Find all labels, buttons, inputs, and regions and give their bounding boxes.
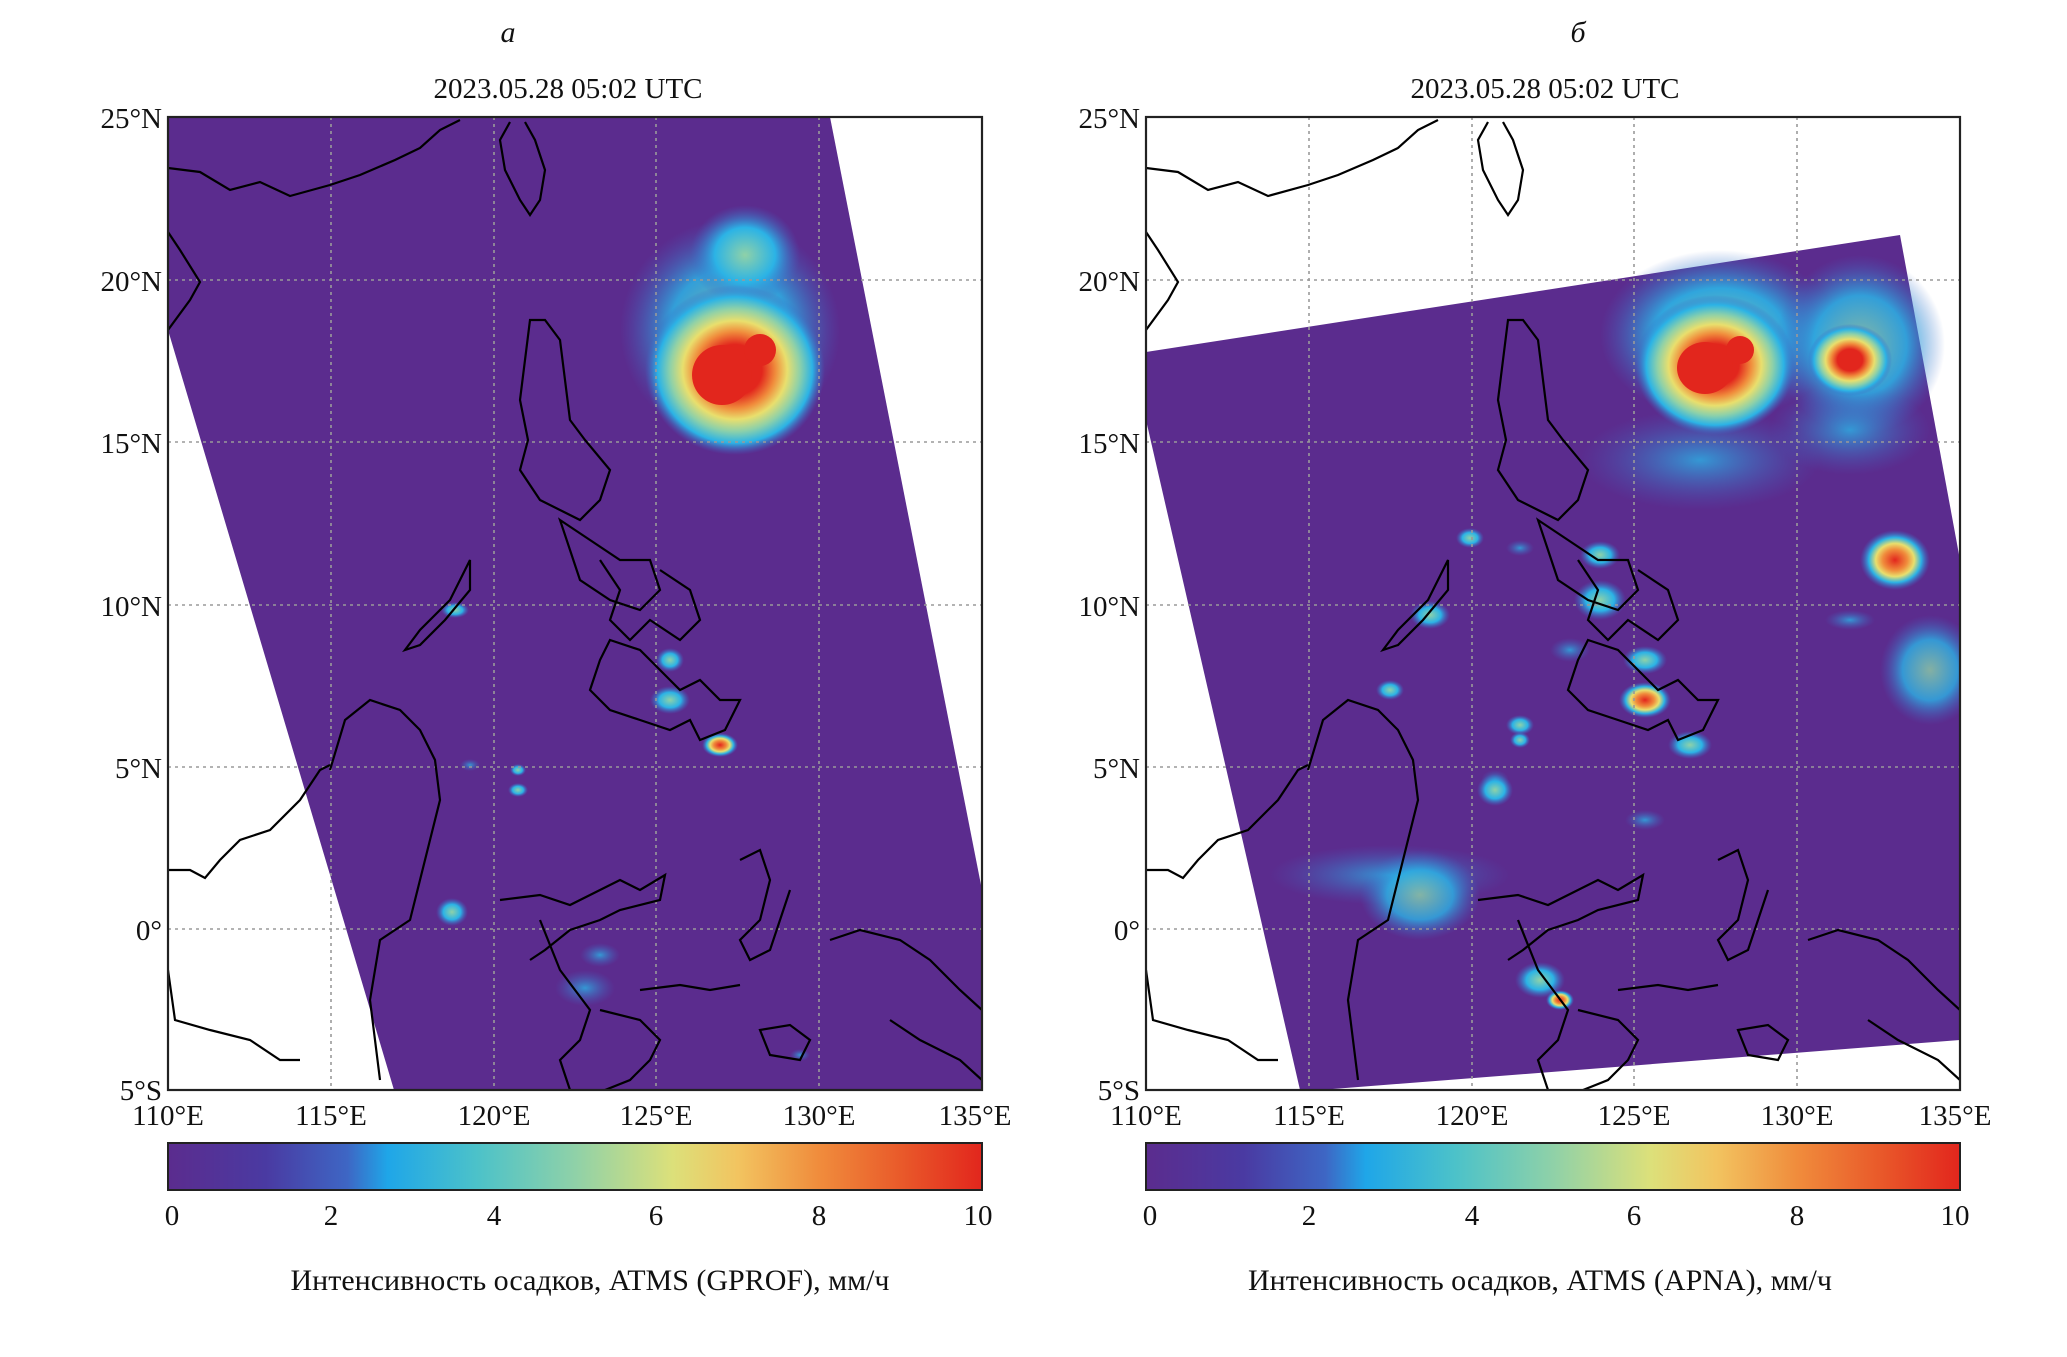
panel-b-colorbar xyxy=(1145,1142,1961,1191)
panel-b-lon-labels: 110°E 115°E 120°E 125°E 130°E 135°E xyxy=(1110,1100,1991,1132)
svg-text:25°N: 25°N xyxy=(100,103,162,135)
svg-text:5°S: 5°S xyxy=(120,1075,162,1107)
svg-text:10°N: 10°N xyxy=(1078,591,1140,623)
svg-text:25°N: 25°N xyxy=(1078,103,1140,135)
svg-text:115°E: 115°E xyxy=(295,1100,367,1132)
panel-b: б 2023.05.28 05:02 UTC xyxy=(1078,16,1991,1297)
svg-text:0°: 0° xyxy=(1114,915,1140,947)
svg-text:4: 4 xyxy=(1465,1200,1480,1232)
panel-b-colorbar-label: Интенсивность осадков, ATMS (APNA), мм/ч xyxy=(1248,1264,1832,1297)
svg-text:20°N: 20°N xyxy=(100,266,162,298)
svg-text:5°N: 5°N xyxy=(1093,753,1140,785)
panel-b-colorbar-ticks: 0 2 4 6 8 10 xyxy=(1143,1200,1970,1232)
panel-a-lat-labels: 25°N 20°N 15°N 10°N 5°N 0° 5°S xyxy=(100,103,162,1107)
panel-a-colorbar xyxy=(167,1142,983,1191)
svg-text:125°E: 125°E xyxy=(620,1100,693,1132)
svg-text:135°E: 135°E xyxy=(1919,1100,1992,1132)
panel-a-colorbar-label: Интенсивность осадков, ATMS (GPROF), мм/… xyxy=(291,1264,890,1297)
svg-text:115°E: 115°E xyxy=(1273,1100,1345,1132)
svg-text:0: 0 xyxy=(1143,1200,1158,1232)
svg-text:130°E: 130°E xyxy=(783,1100,856,1132)
panel-b-lat-labels: 25°N 20°N 15°N 10°N 5°N 0° 5°S xyxy=(1078,103,1140,1107)
svg-text:120°E: 120°E xyxy=(458,1100,531,1132)
panel-b-coastlines xyxy=(1146,119,1960,1090)
svg-text:10°N: 10°N xyxy=(100,591,162,623)
svg-text:120°E: 120°E xyxy=(1436,1100,1509,1132)
panel-a-title: 2023.05.28 05:02 UTC xyxy=(433,73,702,105)
svg-text:5°S: 5°S xyxy=(1098,1075,1140,1107)
panel-b-title: 2023.05.28 05:02 UTC xyxy=(1410,73,1679,105)
svg-text:15°N: 15°N xyxy=(100,428,162,460)
svg-text:130°E: 130°E xyxy=(1761,1100,1834,1132)
panel-b-grid xyxy=(1146,117,1960,1090)
svg-text:10: 10 xyxy=(964,1200,993,1232)
svg-text:20°N: 20°N xyxy=(1078,266,1140,298)
svg-text:10: 10 xyxy=(1941,1200,1970,1232)
svg-text:6: 6 xyxy=(1627,1200,1642,1232)
svg-text:135°E: 135°E xyxy=(939,1100,1012,1132)
panel-a-frame xyxy=(166,115,984,1092)
panel-a-lon-labels: 110°E 115°E 120°E 125°E 130°E 135°E xyxy=(132,1100,1011,1132)
panel-a: а 2023.05.28 05:02 UTC xyxy=(100,16,1011,1297)
panel-a-map xyxy=(168,117,982,1090)
panel-b-letter: б xyxy=(1570,16,1586,49)
svg-text:8: 8 xyxy=(812,1200,827,1232)
svg-text:5°N: 5°N xyxy=(115,753,162,785)
svg-text:0: 0 xyxy=(165,1200,180,1232)
svg-text:125°E: 125°E xyxy=(1598,1100,1671,1132)
panel-b-frame xyxy=(1144,115,1962,1092)
panel-a-colorbar-ticks: 0 2 4 6 8 10 xyxy=(165,1200,993,1232)
panel-b-map xyxy=(1146,117,1960,1090)
svg-text:4: 4 xyxy=(487,1200,502,1232)
panel-a-coastlines xyxy=(168,119,982,1090)
svg-text:110°E: 110°E xyxy=(132,1100,204,1132)
panel-a-letter: а xyxy=(501,16,516,49)
svg-text:6: 6 xyxy=(649,1200,664,1232)
svg-text:2: 2 xyxy=(324,1200,339,1232)
svg-text:8: 8 xyxy=(1790,1200,1805,1232)
svg-text:110°E: 110°E xyxy=(1110,1100,1182,1132)
svg-text:15°N: 15°N xyxy=(1078,428,1140,460)
svg-text:2: 2 xyxy=(1302,1200,1317,1232)
svg-text:0°: 0° xyxy=(136,915,162,947)
